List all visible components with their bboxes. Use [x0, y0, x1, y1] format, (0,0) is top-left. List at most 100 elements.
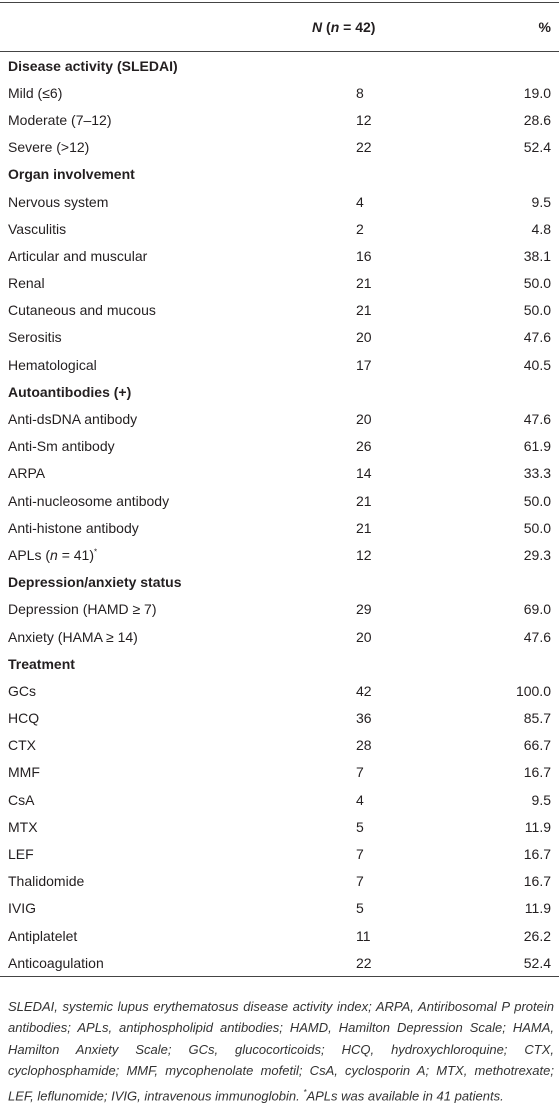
- label-part: *: [94, 547, 98, 557]
- table-row: Mild (≤6) 8 19.0: [0, 79, 559, 106]
- n-value: 20: [356, 628, 372, 645]
- table-row: CTX 28 66.7: [0, 732, 559, 759]
- row-label: ARPA: [8, 465, 46, 482]
- percent-value: 100.0: [515, 682, 551, 699]
- n-value: 12: [356, 546, 372, 563]
- table-row: MTX 5 11.9: [0, 813, 559, 840]
- row-label: Anti-Sm antibody: [8, 438, 115, 455]
- n-value: 8: [356, 84, 364, 101]
- percent-value: 50.0: [523, 302, 551, 319]
- percent-value: 28.6: [523, 111, 551, 128]
- header-n: N (n = 42): [312, 19, 375, 35]
- percent-value: 47.6: [523, 329, 551, 346]
- row-label: APLs (n = 41)*: [8, 547, 97, 563]
- label-part: APLs (: [8, 546, 51, 563]
- n-value: 11: [356, 927, 371, 944]
- row-label: Anxiety (HAMA ≥ 14): [8, 628, 138, 645]
- section-row: Organ involvement: [0, 161, 559, 188]
- percent-value: 26.2: [523, 927, 551, 944]
- table-row: Nervous system 4 9.5: [0, 188, 559, 215]
- table-row: Depression (HAMD ≥ 7) 29 69.0: [0, 596, 559, 623]
- row-label: Depression (HAMD ≥ 7): [8, 601, 157, 618]
- section-row: Treatment: [0, 650, 559, 677]
- table-row: Articular and muscular 16 38.1: [0, 242, 559, 269]
- percent-value: 85.7: [523, 710, 551, 727]
- n-value: 7: [356, 846, 364, 863]
- table-row: Anti-Sm antibody 26 61.9: [0, 433, 559, 460]
- row-label: Serositis: [8, 329, 62, 346]
- table-body: Disease activity (SLEDAI) Mild (≤6) 8 19.0 M…: [0, 52, 559, 976]
- table-row: Antiplatelet 11 26.2: [0, 922, 559, 949]
- table-row: Anti-histone antibody 21 50.0: [0, 514, 559, 541]
- label-part: n: [50, 546, 58, 563]
- row-label: Thalidomide: [8, 873, 85, 890]
- percent-value: 16.7: [523, 846, 551, 863]
- percent-value: 52.4: [523, 139, 551, 156]
- n-value: 7: [356, 764, 364, 781]
- percent-value: 50.0: [523, 519, 551, 536]
- table-row: Cutaneous and mucous 21 50.0: [0, 297, 559, 324]
- n-value: 42: [356, 682, 372, 699]
- table-row: ARPA 14 33.3: [0, 460, 559, 487]
- label-part: = 41): [57, 546, 95, 563]
- n-value: 5: [356, 818, 364, 835]
- table-row: Vasculitis 2 4.8: [0, 215, 559, 242]
- section-title: Disease activity (SLEDAI): [8, 57, 178, 74]
- section-title: Treatment: [8, 655, 75, 672]
- percent-value: 38.1: [523, 247, 551, 264]
- table-row: IVIG 5 11.9: [0, 895, 559, 922]
- table-row: HCQ 36 85.7: [0, 705, 559, 732]
- section-row: Autoantibodies (+): [0, 378, 559, 405]
- section-row: Disease activity (SLEDAI): [0, 52, 559, 79]
- n-value: 7: [356, 873, 364, 890]
- row-label: Vasculitis: [8, 220, 67, 237]
- percent-value: 9.5: [531, 791, 551, 808]
- n-value: 22: [356, 954, 372, 971]
- n-value: 20: [356, 329, 372, 346]
- section-row: Depression/anxiety status: [0, 569, 559, 596]
- row-label: MTX: [8, 818, 38, 835]
- row-label: Cutaneous and mucous: [8, 302, 156, 319]
- row-label: CTX: [8, 737, 36, 754]
- percent-value: 47.6: [523, 628, 551, 645]
- row-label: CsA: [8, 791, 35, 808]
- n-value: 28: [356, 737, 372, 754]
- table-row: Moderate (7–12) 12 28.6: [0, 106, 559, 133]
- percent-value: 9.5: [531, 193, 551, 210]
- table-row: LEF 7 16.7: [0, 840, 559, 867]
- row-label: Articular and muscular: [8, 247, 148, 264]
- n-value: 22: [356, 139, 372, 156]
- header-part: N: [312, 19, 323, 35]
- percent-value: 69.0: [523, 601, 551, 618]
- percent-value: 47.6: [523, 411, 551, 428]
- n-value: 21: [356, 492, 372, 509]
- n-value: 21: [356, 302, 372, 319]
- percent-value: 29.3: [523, 546, 551, 563]
- percent-value: 11.9: [524, 818, 551, 835]
- table-row: Anxiety (HAMA ≥ 14) 20 47.6: [0, 623, 559, 650]
- percent-value: 66.7: [523, 737, 551, 754]
- table-row: CsA 4 9.5: [0, 786, 559, 813]
- row-label: Anti-histone antibody: [8, 519, 139, 536]
- header-percent: %: [538, 19, 551, 35]
- header-part: (: [322, 19, 331, 35]
- n-value: 26: [356, 438, 372, 455]
- table-row: Serositis 20 47.6: [0, 324, 559, 351]
- row-label: Severe (>12): [8, 139, 90, 156]
- footnote-text: SLEDAI, systemic lupus erythematosus dis…: [8, 999, 554, 1103]
- n-value: 12: [356, 111, 372, 128]
- row-label: Mild (≤6): [8, 84, 63, 101]
- table-row: Anti-nucleosome antibody 21 50.0: [0, 487, 559, 514]
- table-row: Severe (>12) 22 52.4: [0, 134, 559, 161]
- row-label: HCQ: [8, 710, 40, 727]
- percent-value: 50.0: [523, 492, 551, 509]
- table-row: Anticoagulation 22 52.4: [0, 949, 559, 976]
- percent-value: 11.9: [524, 900, 551, 917]
- n-value: 4: [356, 791, 364, 808]
- row-label: Hematological: [8, 356, 97, 373]
- n-value: 5: [356, 900, 364, 917]
- table-row: MMF 7 16.7: [0, 759, 559, 786]
- row-label: LEF: [8, 846, 34, 863]
- n-value: 4: [356, 193, 364, 210]
